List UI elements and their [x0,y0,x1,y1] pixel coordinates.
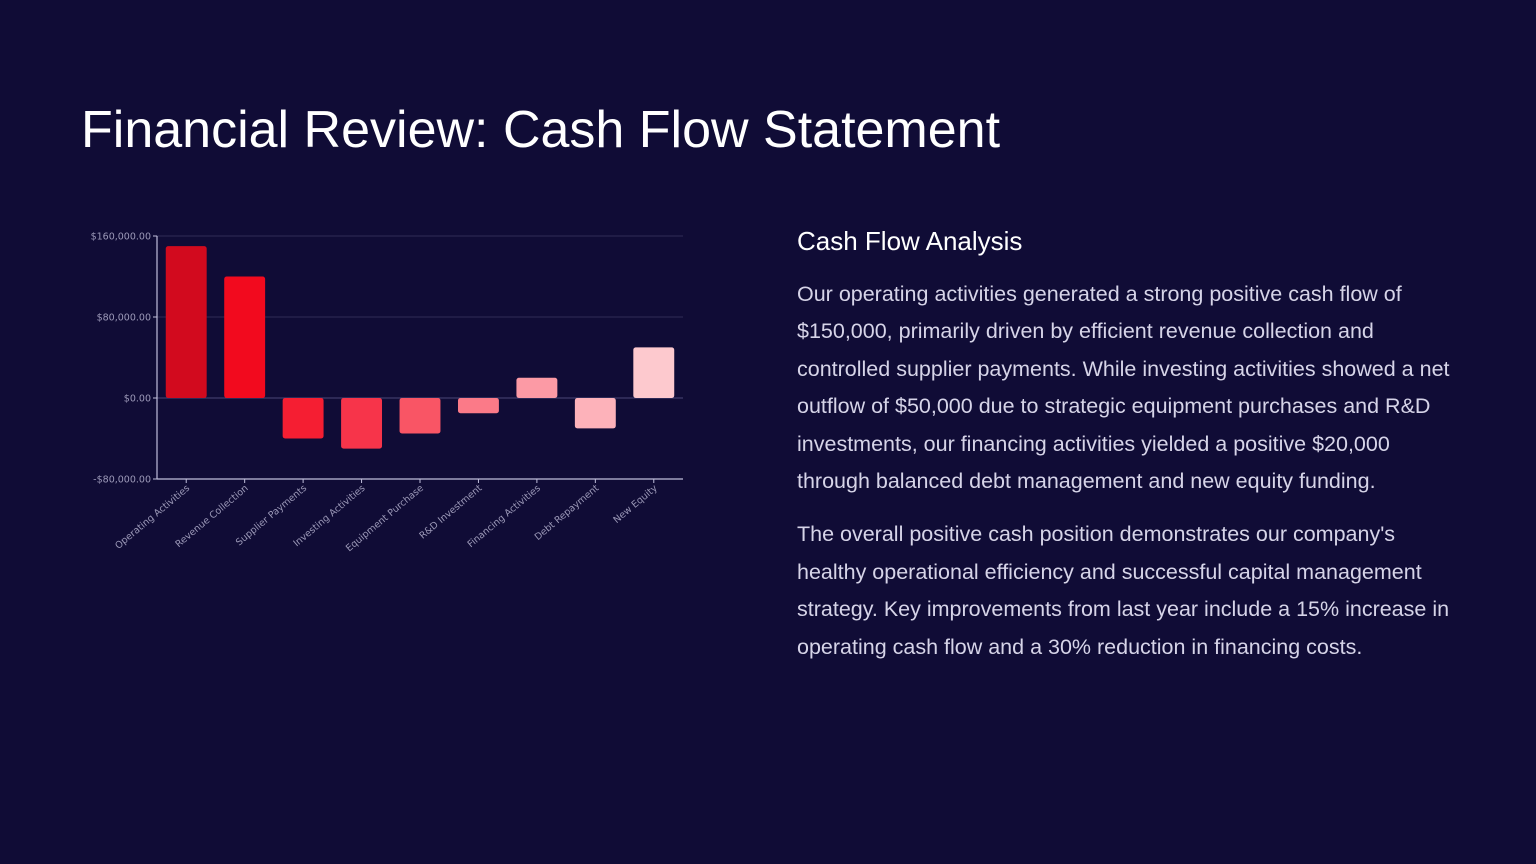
bar-equipment-purchase [399,398,441,434]
bar-financing-activities [516,377,558,398]
bar-revenue-collection [224,276,266,398]
x-category-label: New Equity [611,483,660,526]
x-category-label: R&D Investment [417,483,484,542]
analysis-paragraph-2: The overall positive cash position demon… [797,522,1450,659]
y-tick-label: -$80,000.00 [93,475,151,486]
cash-flow-chart: -$80,000.00 $0.00 $80,000.00 $160,000.00 Ope… [60,210,720,610]
analysis-paragraph-1: Our operating activities generated a str… [797,282,1450,494]
analysis-panel: Cash Flow Analysis Our operating activit… [797,222,1467,682]
y-tick-label: $0.00 [124,394,151,405]
x-category-label: Debt Repayment [533,483,602,543]
y-tick-label: $80,000.00 [97,313,151,324]
analysis-heading: Cash Flow Analysis [797,226,1023,256]
bar-new-equity [633,347,675,398]
bar-investing-activities [341,398,383,449]
bar-debt-repayment [574,398,616,429]
bar-r-d-investment [457,398,499,414]
y-tick-label: $160,000.00 [91,232,151,243]
slide-title: Financial Review: Cash Flow Statement [81,101,1001,159]
cash-flow-bar-chart-svg: -$80,000.00$0.00$80,000.00$160,000.00Ope… [91,232,683,554]
bar-supplier-payments [282,398,324,439]
bar-operating-activities [165,246,207,398]
